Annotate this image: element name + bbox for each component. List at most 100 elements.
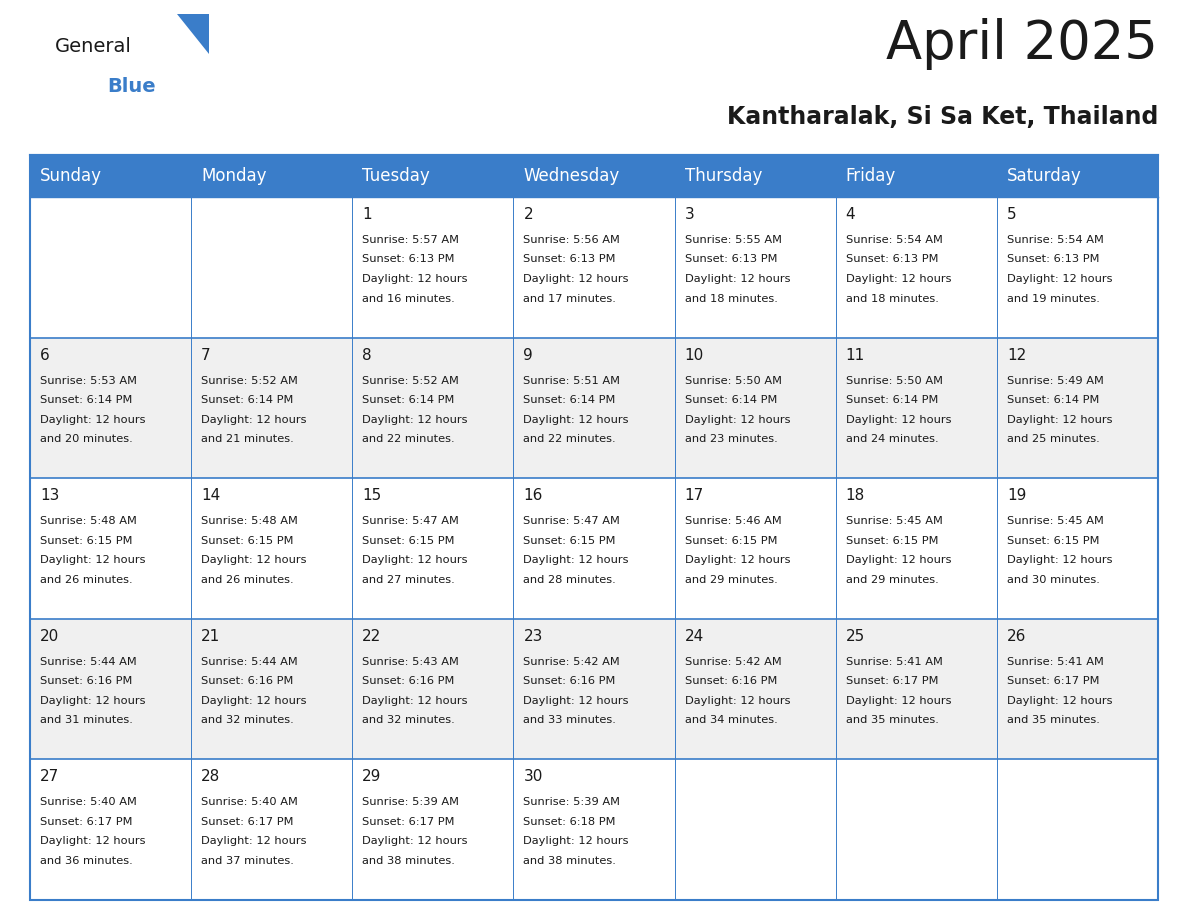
Text: 3: 3 — [684, 207, 694, 222]
Text: Daylight: 12 hours: Daylight: 12 hours — [1007, 555, 1112, 565]
Text: Sunday: Sunday — [40, 167, 102, 185]
Text: 17: 17 — [684, 488, 703, 503]
Text: Daylight: 12 hours: Daylight: 12 hours — [201, 836, 307, 846]
Text: and 38 minutes.: and 38 minutes. — [362, 856, 455, 866]
Text: and 17 minutes.: and 17 minutes. — [524, 294, 617, 304]
Text: 18: 18 — [846, 488, 865, 503]
Text: Sunset: 6:16 PM: Sunset: 6:16 PM — [40, 677, 132, 687]
Text: Sunrise: 5:44 AM: Sunrise: 5:44 AM — [201, 656, 298, 666]
Text: Sunrise: 5:47 AM: Sunrise: 5:47 AM — [524, 516, 620, 526]
Text: Daylight: 12 hours: Daylight: 12 hours — [40, 696, 145, 706]
Text: and 35 minutes.: and 35 minutes. — [1007, 715, 1100, 725]
Text: 1: 1 — [362, 207, 372, 222]
Text: Daylight: 12 hours: Daylight: 12 hours — [362, 836, 468, 846]
Text: Sunset: 6:15 PM: Sunset: 6:15 PM — [684, 536, 777, 545]
Bar — [30, 197, 1158, 338]
Text: 21: 21 — [201, 629, 221, 644]
Text: 7: 7 — [201, 348, 210, 363]
Text: Sunrise: 5:47 AM: Sunrise: 5:47 AM — [362, 516, 459, 526]
Text: Daylight: 12 hours: Daylight: 12 hours — [201, 696, 307, 706]
Text: and 21 minutes.: and 21 minutes. — [201, 434, 293, 444]
Text: 14: 14 — [201, 488, 221, 503]
Text: 16: 16 — [524, 488, 543, 503]
Text: and 35 minutes.: and 35 minutes. — [846, 715, 939, 725]
Text: Sunrise: 5:46 AM: Sunrise: 5:46 AM — [684, 516, 782, 526]
Text: Daylight: 12 hours: Daylight: 12 hours — [684, 415, 790, 425]
Bar — [30, 338, 1158, 478]
Text: 9: 9 — [524, 348, 533, 363]
Text: Sunset: 6:14 PM: Sunset: 6:14 PM — [846, 395, 939, 405]
Text: and 19 minutes.: and 19 minutes. — [1007, 294, 1100, 304]
Text: 12: 12 — [1007, 348, 1026, 363]
Text: Tuesday: Tuesday — [362, 167, 430, 185]
Text: Sunset: 6:14 PM: Sunset: 6:14 PM — [524, 395, 615, 405]
Text: 19: 19 — [1007, 488, 1026, 503]
Text: and 32 minutes.: and 32 minutes. — [362, 715, 455, 725]
Text: Daylight: 12 hours: Daylight: 12 hours — [524, 696, 628, 706]
Text: Sunset: 6:14 PM: Sunset: 6:14 PM — [362, 395, 455, 405]
Text: Daylight: 12 hours: Daylight: 12 hours — [846, 696, 952, 706]
Text: 20: 20 — [40, 629, 59, 644]
Text: 30: 30 — [524, 769, 543, 784]
Text: Sunset: 6:16 PM: Sunset: 6:16 PM — [362, 677, 455, 687]
Text: and 24 minutes.: and 24 minutes. — [846, 434, 939, 444]
Text: Sunset: 6:13 PM: Sunset: 6:13 PM — [1007, 254, 1099, 264]
Text: Kantharalak, Si Sa Ket, Thailand: Kantharalak, Si Sa Ket, Thailand — [727, 105, 1158, 129]
Text: Daylight: 12 hours: Daylight: 12 hours — [362, 415, 468, 425]
Text: and 27 minutes.: and 27 minutes. — [362, 575, 455, 585]
Text: Sunrise: 5:44 AM: Sunrise: 5:44 AM — [40, 656, 137, 666]
Text: Daylight: 12 hours: Daylight: 12 hours — [40, 555, 145, 565]
Text: and 18 minutes.: and 18 minutes. — [684, 294, 777, 304]
Text: Sunrise: 5:57 AM: Sunrise: 5:57 AM — [362, 235, 460, 245]
Text: Sunrise: 5:39 AM: Sunrise: 5:39 AM — [524, 798, 620, 808]
Text: Daylight: 12 hours: Daylight: 12 hours — [40, 836, 145, 846]
Text: Sunrise: 5:52 AM: Sunrise: 5:52 AM — [201, 375, 298, 386]
Text: Sunrise: 5:50 AM: Sunrise: 5:50 AM — [684, 375, 782, 386]
Text: Sunset: 6:15 PM: Sunset: 6:15 PM — [1007, 536, 1099, 545]
Text: 13: 13 — [40, 488, 59, 503]
Text: Friday: Friday — [846, 167, 896, 185]
Text: Daylight: 12 hours: Daylight: 12 hours — [524, 415, 628, 425]
Text: Sunset: 6:14 PM: Sunset: 6:14 PM — [40, 395, 132, 405]
Polygon shape — [177, 14, 209, 54]
Text: General: General — [55, 37, 132, 56]
Bar — [30, 155, 1158, 197]
Text: Monday: Monday — [201, 167, 266, 185]
Text: Sunrise: 5:48 AM: Sunrise: 5:48 AM — [40, 516, 137, 526]
Text: Sunset: 6:13 PM: Sunset: 6:13 PM — [362, 254, 455, 264]
Text: 23: 23 — [524, 629, 543, 644]
Bar — [30, 619, 1158, 759]
Text: Sunrise: 5:39 AM: Sunrise: 5:39 AM — [362, 798, 460, 808]
Text: Daylight: 12 hours: Daylight: 12 hours — [1007, 274, 1112, 284]
Text: and 36 minutes.: and 36 minutes. — [40, 856, 133, 866]
Text: and 26 minutes.: and 26 minutes. — [40, 575, 133, 585]
Text: Sunset: 6:15 PM: Sunset: 6:15 PM — [40, 536, 133, 545]
Text: Sunrise: 5:42 AM: Sunrise: 5:42 AM — [524, 656, 620, 666]
Text: Daylight: 12 hours: Daylight: 12 hours — [1007, 696, 1112, 706]
Text: Sunset: 6:13 PM: Sunset: 6:13 PM — [524, 254, 615, 264]
Text: Sunset: 6:14 PM: Sunset: 6:14 PM — [201, 395, 293, 405]
Text: 22: 22 — [362, 629, 381, 644]
Text: Sunset: 6:16 PM: Sunset: 6:16 PM — [524, 677, 615, 687]
Text: Sunrise: 5:56 AM: Sunrise: 5:56 AM — [524, 235, 620, 245]
Text: Sunset: 6:14 PM: Sunset: 6:14 PM — [1007, 395, 1099, 405]
Text: 29: 29 — [362, 769, 381, 784]
Text: Sunrise: 5:43 AM: Sunrise: 5:43 AM — [362, 656, 459, 666]
Text: Daylight: 12 hours: Daylight: 12 hours — [684, 555, 790, 565]
Text: 27: 27 — [40, 769, 59, 784]
Text: and 29 minutes.: and 29 minutes. — [846, 575, 939, 585]
Text: Sunset: 6:17 PM: Sunset: 6:17 PM — [201, 817, 293, 827]
Text: and 31 minutes.: and 31 minutes. — [40, 715, 133, 725]
Text: 28: 28 — [201, 769, 221, 784]
Text: Sunset: 6:17 PM: Sunset: 6:17 PM — [40, 817, 133, 827]
Text: 10: 10 — [684, 348, 703, 363]
Text: Sunset: 6:15 PM: Sunset: 6:15 PM — [362, 536, 455, 545]
Text: Sunrise: 5:54 AM: Sunrise: 5:54 AM — [1007, 235, 1104, 245]
Text: and 22 minutes.: and 22 minutes. — [362, 434, 455, 444]
Text: 4: 4 — [846, 207, 855, 222]
Text: 2: 2 — [524, 207, 533, 222]
Text: Sunset: 6:17 PM: Sunset: 6:17 PM — [846, 677, 939, 687]
Text: and 32 minutes.: and 32 minutes. — [201, 715, 293, 725]
Bar — [30, 478, 1158, 619]
Text: 24: 24 — [684, 629, 703, 644]
